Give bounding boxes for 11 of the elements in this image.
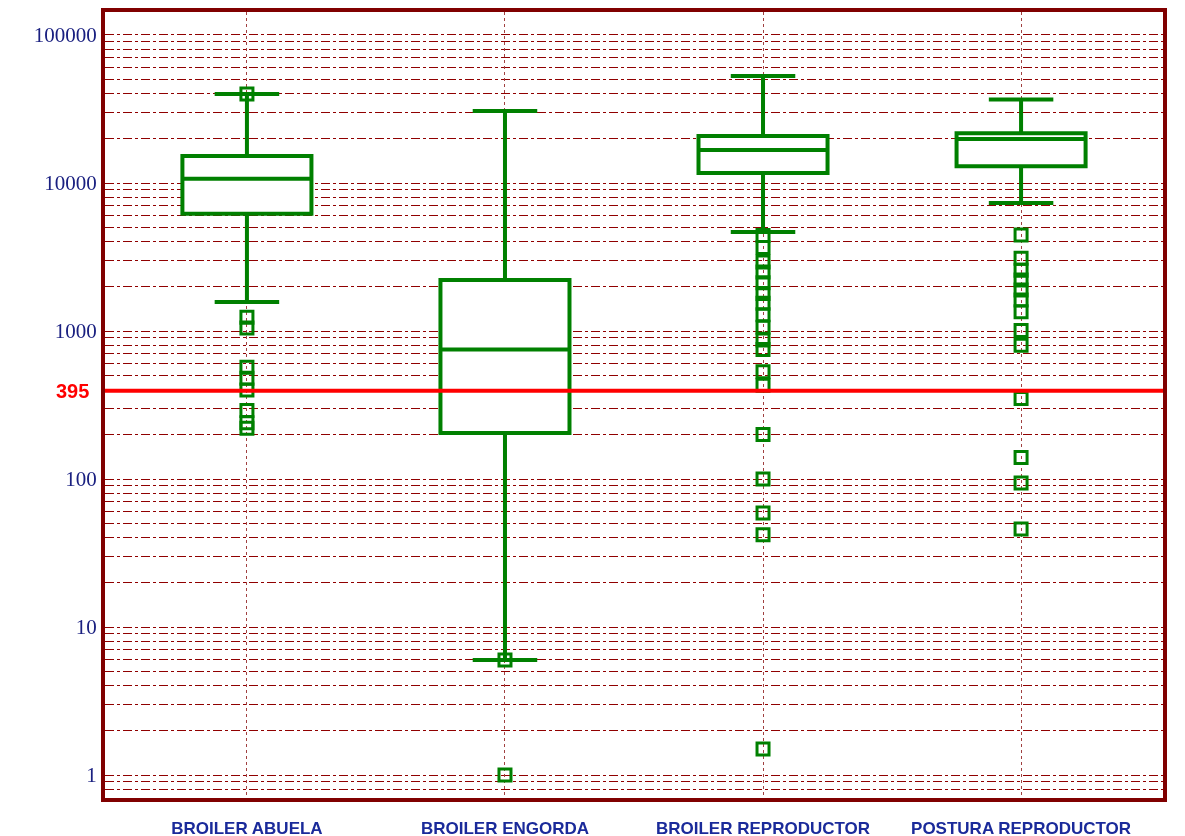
ref-line-label: 395 [56, 380, 90, 402]
y-tick-label: 1 [86, 763, 97, 788]
x-tick-label: BROILER ABUELA [171, 819, 323, 836]
y-tick-label: 10 [75, 615, 97, 640]
y-tick-label: 1000 [54, 319, 97, 344]
y-tick-label: 100 [65, 467, 97, 492]
x-tick-label: POSTURA REPRODUCTOR [911, 819, 1132, 836]
y-tick-label: 10000 [44, 171, 97, 196]
y-tick-label: 100000 [33, 23, 97, 48]
x-tick-label: BROILER REPRODUCTOR [655, 819, 871, 836]
x-tick-label: BROILER ENGORDA [420, 819, 590, 836]
